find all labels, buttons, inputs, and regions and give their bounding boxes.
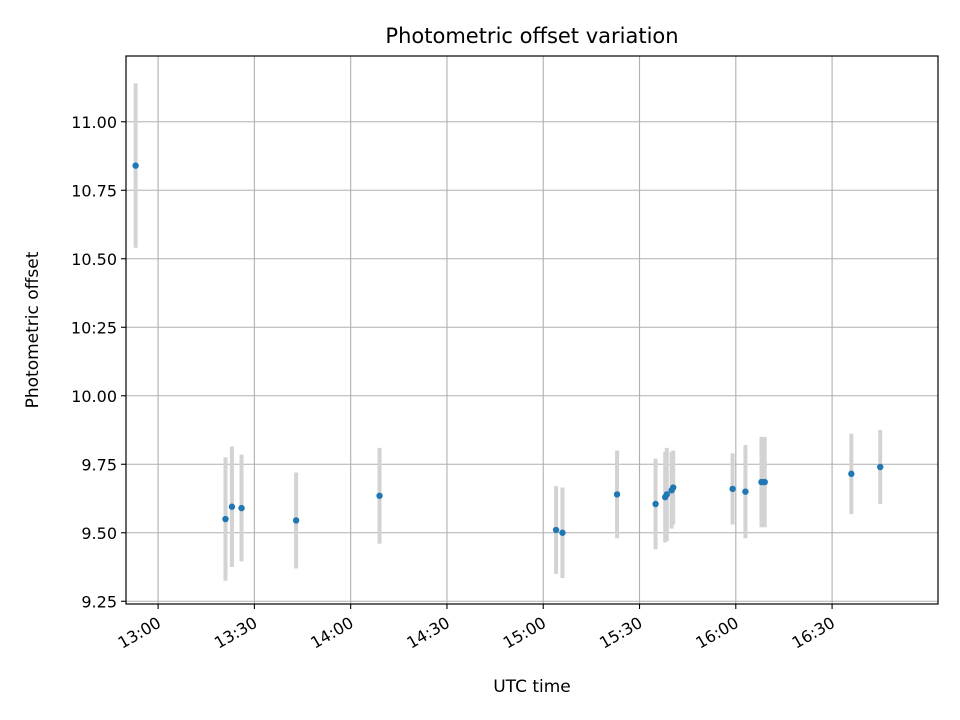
data-point	[729, 485, 736, 493]
y-tick-label: 10.00	[71, 387, 117, 406]
data-point	[132, 162, 139, 169]
data-point	[376, 492, 383, 499]
plot-frame	[125, 55, 939, 605]
data-point	[663, 491, 670, 498]
y-tick-label: 10:25	[71, 318, 117, 337]
x-axis-label: UTC time	[493, 677, 571, 697]
data-point	[848, 470, 855, 478]
data-point	[222, 515, 229, 523]
y-tick-label: 10.75	[71, 181, 117, 200]
data-point	[652, 500, 659, 508]
y-axis-label: Photometric offset	[23, 251, 43, 408]
y-tick-label: 9.50	[81, 524, 117, 543]
data-point	[559, 529, 566, 536]
data-point	[238, 504, 245, 512]
y-tick-label: 10.50	[71, 250, 117, 269]
y-tick-label: 9.75	[81, 455, 117, 474]
data-point	[877, 463, 884, 471]
data-point	[292, 517, 300, 524]
data-point	[613, 491, 621, 498]
data-point	[742, 488, 749, 495]
chart-title: Photometric offset variation	[385, 24, 678, 48]
data-points	[132, 162, 884, 536]
data-point	[228, 503, 236, 510]
y-tick-label: 9.25	[81, 592, 117, 611]
data-point	[552, 526, 560, 534]
data-point	[761, 478, 768, 486]
grid	[126, 56, 938, 604]
data-point	[670, 484, 677, 491]
y-tick-label: 11.00	[71, 113, 117, 132]
y-axis-ticks: 9.25 9.50 9.75 10.00 10:25 10.50 10.75 11.00	[71, 113, 126, 611]
